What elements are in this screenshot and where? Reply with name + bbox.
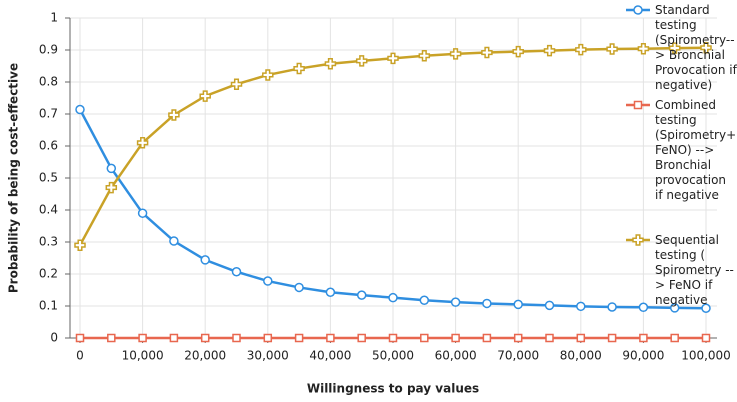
marker <box>199 90 211 102</box>
marker <box>637 42 650 55</box>
marker <box>513 333 523 343</box>
y-tick-label: 0 <box>50 331 58 345</box>
marker <box>200 333 210 343</box>
marker <box>200 255 210 265</box>
x-tick-label: 50,000 <box>372 349 414 363</box>
marker <box>75 104 85 115</box>
marker <box>420 333 429 343</box>
marker <box>700 42 712 54</box>
x-axis-label: Willingness to pay values <box>307 382 479 396</box>
marker <box>106 163 117 174</box>
marker <box>294 333 304 343</box>
marker <box>136 137 149 149</box>
marker <box>701 303 711 313</box>
marker <box>293 62 305 75</box>
marker <box>481 46 493 59</box>
marker <box>701 333 711 343</box>
y-axis-label: Probability of being cost-effective <box>7 63 21 293</box>
marker <box>668 42 681 54</box>
x-tick-label: 40,000 <box>309 349 351 363</box>
legend-label: Standard testing (Spirometry--> Bronchia… <box>655 3 737 92</box>
marker <box>545 333 554 343</box>
marker <box>355 55 368 67</box>
x-tick-label: 0 <box>76 349 84 363</box>
marker <box>325 287 336 297</box>
marker <box>169 333 179 343</box>
marker <box>326 333 335 343</box>
y-tick-label: 0.4 <box>39 203 58 217</box>
marker <box>230 78 243 90</box>
marker <box>263 333 273 343</box>
marker <box>450 297 461 307</box>
y-tick-label: 0.7 <box>39 107 58 121</box>
marker <box>388 292 398 303</box>
x-tick-label: 80,000 <box>560 349 602 363</box>
y-tick-label: 0.1 <box>39 299 58 313</box>
marker <box>388 333 398 343</box>
marker <box>419 295 430 305</box>
marker <box>639 333 648 343</box>
marker <box>105 181 118 194</box>
marker <box>606 43 618 55</box>
marker <box>357 333 366 343</box>
x-tick-label: 20,000 <box>184 349 226 363</box>
marker <box>544 300 555 311</box>
marker <box>670 333 679 343</box>
x-tick-label: 90,000 <box>622 349 664 363</box>
marker <box>482 298 492 309</box>
legend-label: Sequential testing ( Spirometry --> FeNO… <box>655 233 734 307</box>
marker <box>74 239 86 251</box>
marker <box>451 333 460 343</box>
marker <box>607 302 617 312</box>
y-tick-label: 0.2 <box>39 267 58 281</box>
marker <box>513 299 523 310</box>
marker <box>449 48 462 60</box>
y-tick-label: 0.3 <box>39 235 58 249</box>
marker <box>75 333 85 343</box>
x-tick-label: 30,000 <box>247 349 289 363</box>
legend-label: Combined testing (Spirometry+ FeNO) --> … <box>655 98 737 202</box>
marker <box>107 333 116 343</box>
marker <box>633 5 643 15</box>
marker <box>512 45 524 58</box>
x-tick-label: 10,000 <box>122 349 164 363</box>
marker <box>543 44 556 57</box>
y-tick-label: 0.9 <box>39 43 58 57</box>
marker <box>576 333 586 343</box>
marker <box>168 109 180 121</box>
marker <box>638 302 649 313</box>
marker <box>633 100 643 110</box>
marker <box>632 234 644 246</box>
marker <box>669 303 680 313</box>
marker <box>576 301 586 312</box>
x-tick-label: 100,000 <box>681 349 731 363</box>
y-tick-label: 0.6 <box>39 139 58 153</box>
marker <box>262 69 274 81</box>
y-tick-label: 0.8 <box>39 75 58 89</box>
marker <box>294 282 304 293</box>
x-tick-label: 60,000 <box>435 349 477 363</box>
marker <box>231 267 242 277</box>
marker <box>232 333 241 343</box>
marker <box>482 333 492 343</box>
marker <box>387 52 399 65</box>
marker <box>169 236 179 246</box>
x-tick-label: 70,000 <box>497 349 539 363</box>
marker <box>263 276 273 286</box>
marker <box>138 333 147 343</box>
marker <box>418 50 431 62</box>
marker <box>324 58 337 70</box>
marker <box>137 208 148 218</box>
marker <box>356 290 367 300</box>
marker <box>607 333 617 343</box>
marker <box>575 43 587 56</box>
y-tick-label: 1 <box>50 11 58 25</box>
y-tick-label: 0.5 <box>39 171 58 185</box>
